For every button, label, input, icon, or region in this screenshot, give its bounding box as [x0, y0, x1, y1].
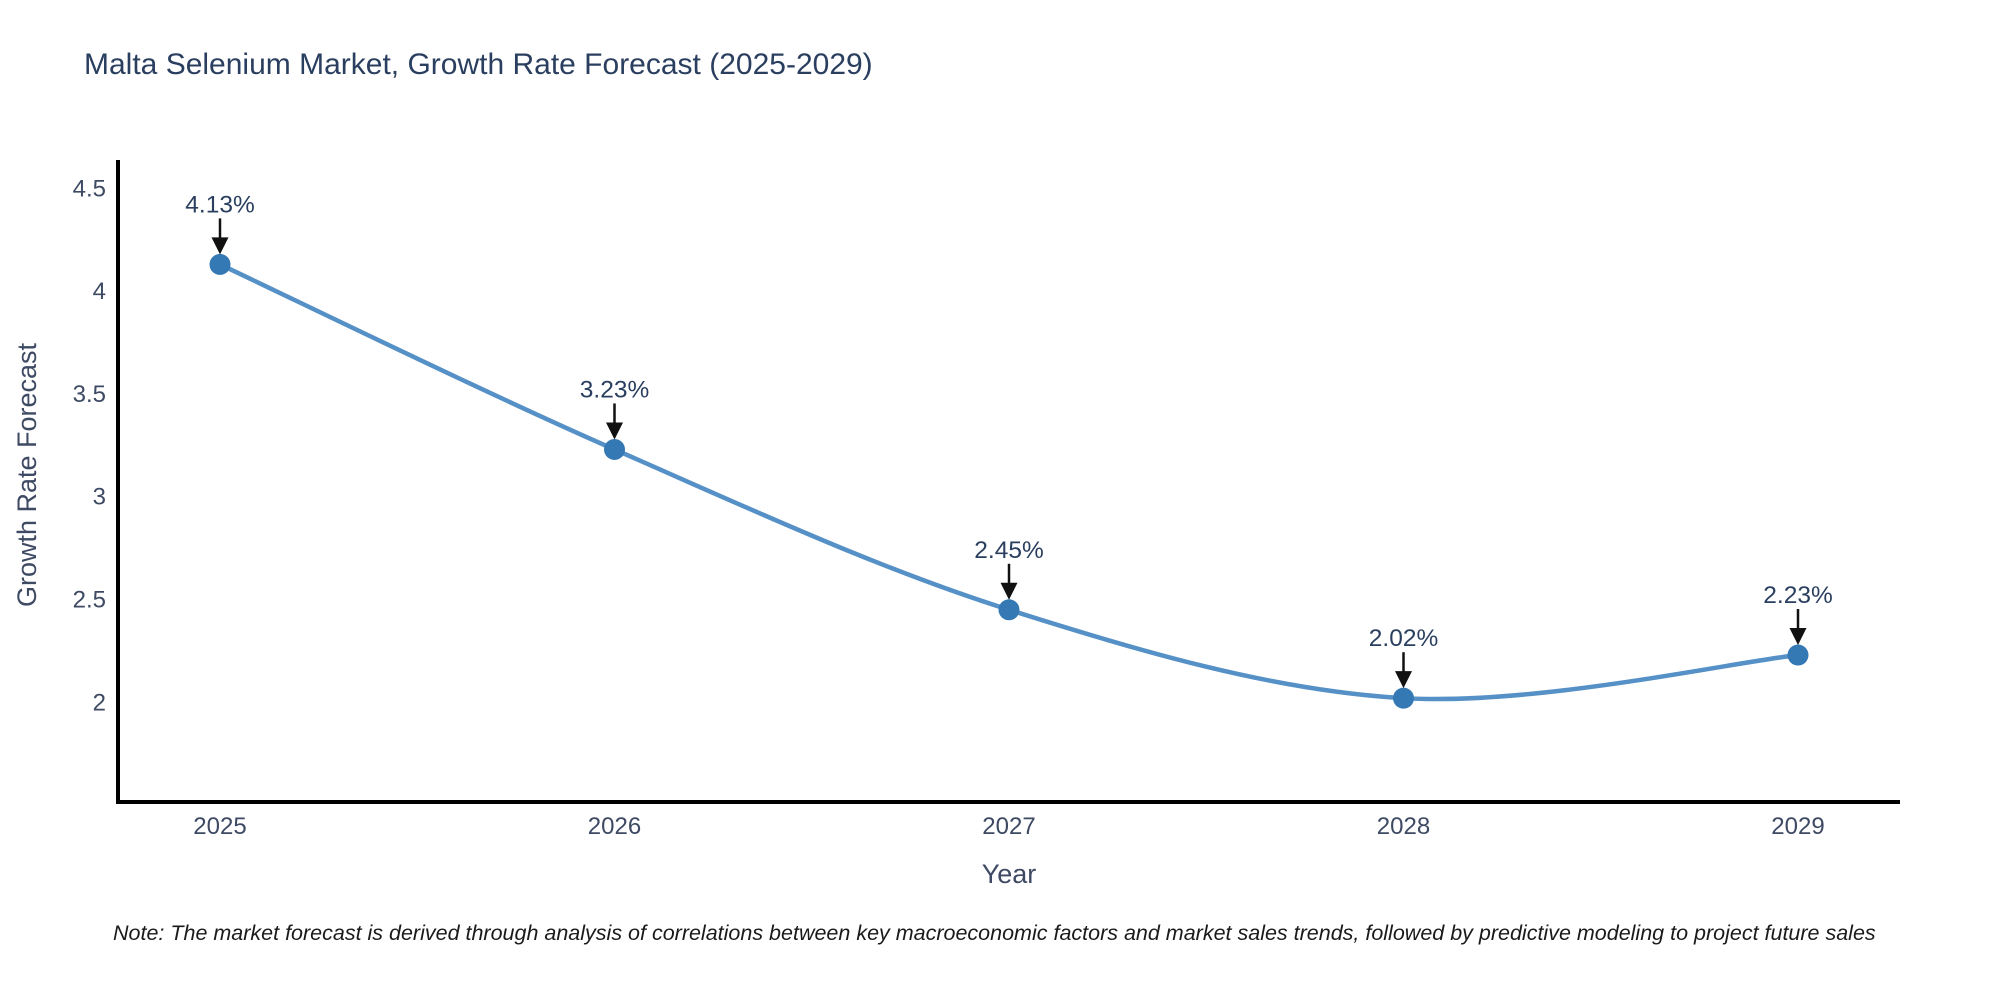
x-axis-title: Year [982, 859, 1037, 889]
data-point-marker [1393, 687, 1414, 709]
y-tick-label: 2.5 [73, 587, 106, 614]
x-tick-label: 2025 [193, 813, 246, 840]
annotation-arrowhead [1000, 582, 1018, 600]
annotation-layer: 4.13% 3.23% 2.45% 2.02% 2.23% [185, 191, 1833, 689]
point-annotation-label: 2.45% [974, 537, 1043, 564]
y-tick-label: 2 [93, 689, 106, 716]
series-layer [209, 253, 1809, 709]
data-point-marker [604, 438, 625, 460]
chart-title: Malta Selenium Market, Growth Rate Forec… [84, 48, 873, 81]
annotation-arrowhead [606, 422, 623, 440]
point-annotation-label: 2.02% [1369, 625, 1438, 652]
data-point-marker [209, 253, 231, 275]
data-point-marker [998, 599, 1020, 621]
footnote: Note: The market forecast is derived thr… [113, 921, 1876, 945]
annotation-arrowhead [1789, 628, 1807, 646]
point-annotation-label: 3.23% [580, 376, 649, 403]
y-tick-label: 4 [93, 278, 106, 305]
forecast-line [217, 262, 1801, 702]
x-tick-label: 2028 [1377, 813, 1430, 840]
x-tick-label: 2029 [1771, 813, 1824, 840]
y-tick-label: 3 [93, 484, 106, 511]
y-tick-label: 3.5 [73, 381, 106, 408]
annotation-arrowhead [1395, 671, 1412, 689]
annotation-arrowhead [211, 237, 229, 255]
point-annotation-label: 2.23% [1763, 582, 1832, 609]
point-annotation-label: 4.13% [185, 191, 254, 218]
x-tick-label: 2026 [588, 813, 641, 840]
data-point-marker [1787, 644, 1809, 666]
y-axis-title: Growth Rate Forecast [12, 342, 42, 607]
y-tick-label: 4.5 [73, 175, 106, 202]
x-tick-label: 2027 [982, 813, 1035, 840]
axes-layer: 2 2.5 3 3.5 4 4.5 2025 2026 2027 2028 2029 [73, 160, 1900, 840]
